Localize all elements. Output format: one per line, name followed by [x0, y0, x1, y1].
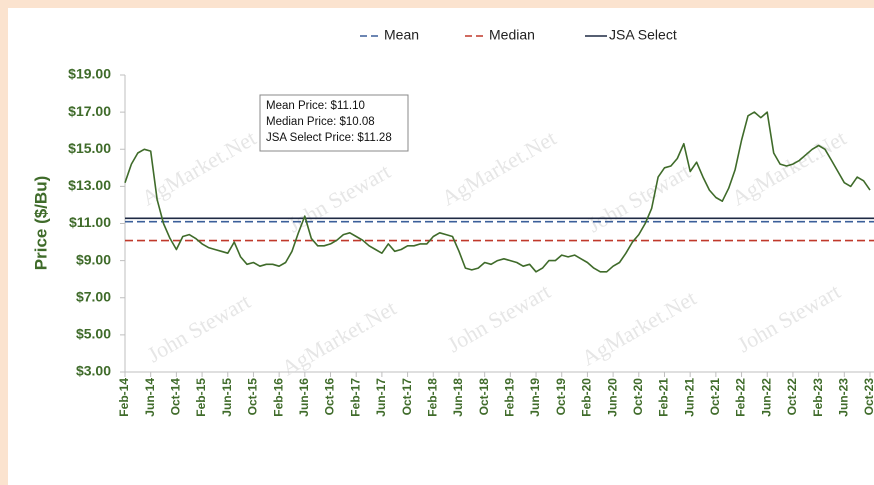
- y-tick-label: $19.00: [68, 66, 111, 82]
- y-tick-label: $7.00: [76, 288, 111, 304]
- x-tick-label: Feb-20: [580, 378, 594, 417]
- x-tick-label: Jun-16: [297, 378, 311, 417]
- x-tick-label: Feb-19: [503, 378, 517, 417]
- legend-label: JSA Select: [609, 27, 677, 43]
- x-tick-label: Oct-14: [169, 378, 183, 416]
- x-tick-label: Jun-17: [374, 378, 388, 417]
- legend-label: Mean: [384, 27, 419, 43]
- y-axis-label: Price ($/Bu): [31, 176, 50, 270]
- annotation-text: JSA Select Price: $11.28: [266, 132, 392, 144]
- x-tick-label: Jun-21: [682, 378, 696, 417]
- annotation-text: Median Price: $10.08: [266, 116, 375, 128]
- x-tick-label: Feb-23: [811, 378, 825, 417]
- x-tick-label: Jun-22: [759, 378, 773, 417]
- x-tick-label: Feb-15: [194, 378, 208, 417]
- y-tick-label: $13.00: [68, 177, 111, 193]
- x-tick-label: Oct-20: [631, 378, 645, 416]
- y-tick-label: $9.00: [76, 251, 111, 267]
- x-tick-label: Feb-17: [348, 378, 362, 417]
- x-tick-label: Oct-21: [708, 378, 722, 416]
- x-tick-label: Oct-15: [246, 378, 260, 416]
- x-tick-label: Jun-23: [836, 378, 850, 417]
- annotation-box: [259, 94, 409, 152]
- x-tick-label: Jun-20: [605, 378, 619, 417]
- x-tick-label: Oct-22: [785, 378, 799, 416]
- y-tick-label: $3.00: [76, 363, 111, 379]
- x-tick-label: Oct-19: [554, 378, 568, 416]
- y-tick-label: $15.00: [68, 140, 111, 156]
- x-tick-label: Feb-16: [271, 378, 285, 417]
- x-tick-label: Jun-18: [451, 378, 465, 417]
- x-tick-label: Oct-18: [477, 378, 491, 416]
- legend-label: Median: [489, 27, 535, 43]
- x-tick-label: Feb-18: [425, 378, 439, 417]
- x-tick-label: Oct-23: [862, 378, 874, 416]
- annotation-text: Mean Price: $11.10: [266, 100, 365, 112]
- x-tick-label: Feb-22: [734, 378, 748, 417]
- panel: [8, 8, 874, 485]
- y-tick-label: $5.00: [76, 326, 111, 342]
- x-tick-label: Feb-21: [657, 378, 671, 417]
- price-line: [124, 111, 871, 273]
- x-tick-label: Jun-15: [220, 378, 234, 417]
- y-tick-label: $17.00: [68, 103, 111, 119]
- x-tick-label: Oct-17: [400, 378, 414, 416]
- x-tick-label: Oct-16: [323, 378, 337, 416]
- y-tick-label: $11.00: [69, 214, 111, 230]
- x-tick-label: Feb-14: [117, 378, 131, 417]
- x-tick-label: Jun-19: [528, 378, 542, 417]
- x-tick-label: Jun-14: [143, 378, 157, 417]
